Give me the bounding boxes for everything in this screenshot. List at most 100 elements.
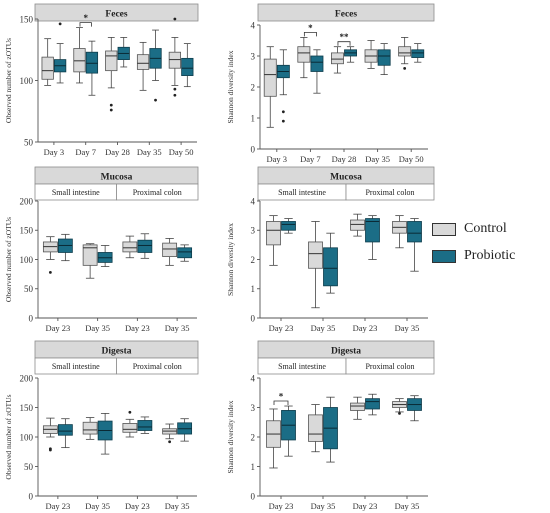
box-probiotic — [137, 239, 153, 253]
box-probiotic — [365, 398, 380, 410]
significance-bracket — [337, 41, 351, 46]
box-control — [136, 54, 150, 70]
x-tick-label: Day 23 — [45, 323, 70, 333]
box-probiotic — [411, 49, 425, 58]
panel-title: Feces — [335, 10, 357, 20]
group-header-label: Small intestine — [278, 188, 326, 197]
y-tick-label: 100 — [20, 255, 34, 265]
x-tick-label: Day 23 — [269, 323, 294, 333]
panel-title: Mucosa — [330, 173, 362, 183]
y-tick-label: 4 — [251, 196, 256, 206]
x-tick-label: Day 23 — [269, 501, 294, 511]
y-tick-label: 1 — [251, 284, 256, 294]
box-control — [266, 221, 281, 246]
box-control — [73, 48, 86, 73]
group-header-label: Small intestine — [278, 362, 326, 371]
panel-title: Digesta — [331, 347, 361, 357]
x-tick-label: Day 35 — [311, 501, 336, 511]
significance-bracket — [273, 400, 289, 406]
box-probiotic — [407, 221, 422, 243]
group-header-label: Proximal colon — [133, 362, 182, 371]
box-outlier-point — [281, 110, 285, 114]
y-axis-label: Shannon diversity index — [226, 400, 235, 473]
y-tick-label: 2 — [251, 432, 256, 442]
y-tick-label: 150 — [20, 14, 34, 24]
y-tick-label: 0 — [29, 491, 34, 501]
x-tick-label: Day 3 — [44, 147, 65, 157]
box-probiotic — [137, 420, 153, 431]
group-header-box — [116, 183, 199, 201]
box-outlier-point — [173, 17, 177, 21]
box-outlier-point — [48, 270, 52, 274]
box-probiotic — [323, 247, 338, 287]
chart-panel-2: Feces 0 1 2 3 4 Shannon diversity index Day 3 Da… — [226, 3, 435, 164]
significance-label: * — [308, 23, 313, 33]
x-tick-label: Day 23 — [353, 501, 378, 511]
chart-panel-6: Digesta Small intestine Proximal colon 0 1 2 3… — [226, 340, 435, 511]
x-tick-label: Day 28 — [105, 147, 130, 157]
x-tick-label: Day 35 — [137, 147, 162, 157]
significance-label: ** — [340, 32, 350, 42]
y-tick-label: 3 — [251, 226, 256, 236]
box-outlier-point — [168, 440, 172, 444]
box-control — [350, 402, 365, 411]
box-probiotic — [310, 55, 324, 72]
box-control — [105, 50, 118, 72]
x-tick-label: Day 23 — [353, 323, 378, 333]
y-tick-label: 150 — [20, 403, 34, 413]
group-header-label: Small intestine — [52, 362, 100, 371]
y-tick-label: 200 — [20, 196, 34, 206]
x-tick-label: Day 35 — [85, 323, 110, 333]
y-tick-label: 50 — [24, 284, 34, 294]
box-control — [41, 56, 54, 80]
box-outlier-point — [173, 87, 177, 91]
y-tick-label: 50 — [24, 462, 34, 472]
y-tick-label: 3 — [251, 403, 256, 413]
y-tick-label: 4 — [251, 373, 256, 383]
x-tick-label: Day 23 — [45, 501, 70, 511]
y-tick-label: 2 — [251, 82, 256, 92]
box-control — [398, 46, 412, 57]
box-probiotic — [181, 57, 194, 76]
box-outlier-point — [403, 67, 407, 70]
y-tick-label: 1 — [251, 113, 256, 123]
y-tick-label: 2 — [251, 255, 256, 265]
x-tick-label: Day 3 — [267, 154, 288, 164]
legend: Control Probiotic — [432, 214, 548, 274]
box-outlier-point — [58, 22, 62, 26]
legend-swatch-control — [432, 222, 456, 236]
x-tick-label: Day 7 — [75, 147, 96, 157]
chart-panel-1: Feces 50 100 150 Observed number of zOTUs Day… — [4, 3, 199, 157]
box-outlier-point — [173, 93, 177, 97]
y-tick-label: 50 — [24, 137, 34, 147]
legend-item-control: Control — [432, 220, 507, 238]
box-control — [122, 423, 138, 433]
y-axis-label: Shannon diversity index — [226, 50, 235, 123]
box-control — [263, 58, 277, 97]
box-control — [162, 242, 178, 257]
y-axis-label: Observed number of zOTUs — [4, 394, 13, 479]
chart-panel-4: Mucosa Small intestine Proximal colon 0 1 2 3 4… — [226, 166, 435, 333]
significance-label: * — [279, 392, 284, 402]
box-outlier-point — [48, 448, 52, 452]
group-header-box — [116, 357, 199, 375]
legend-label-probiotic: Probiotic — [464, 248, 516, 263]
x-tick-label: Day 35 — [395, 323, 420, 333]
panel-title: Digesta — [101, 347, 131, 357]
group-header-label: Proximal colon — [365, 188, 414, 197]
significance-bracket — [303, 32, 317, 37]
y-tick-label: 4 — [251, 20, 256, 30]
y-tick-label: 200 — [20, 373, 34, 383]
x-tick-label: Day 35 — [365, 154, 390, 164]
box-control — [331, 52, 344, 65]
panel-title: Feces — [105, 10, 127, 20]
panel-title-bar — [257, 3, 435, 22]
y-tick-label: 3 — [251, 51, 256, 61]
significance-label: * — [83, 13, 88, 23]
box-outlier-point — [281, 119, 285, 123]
group-header-label: Proximal colon — [133, 188, 182, 197]
x-tick-label: Day 35 — [395, 501, 420, 511]
